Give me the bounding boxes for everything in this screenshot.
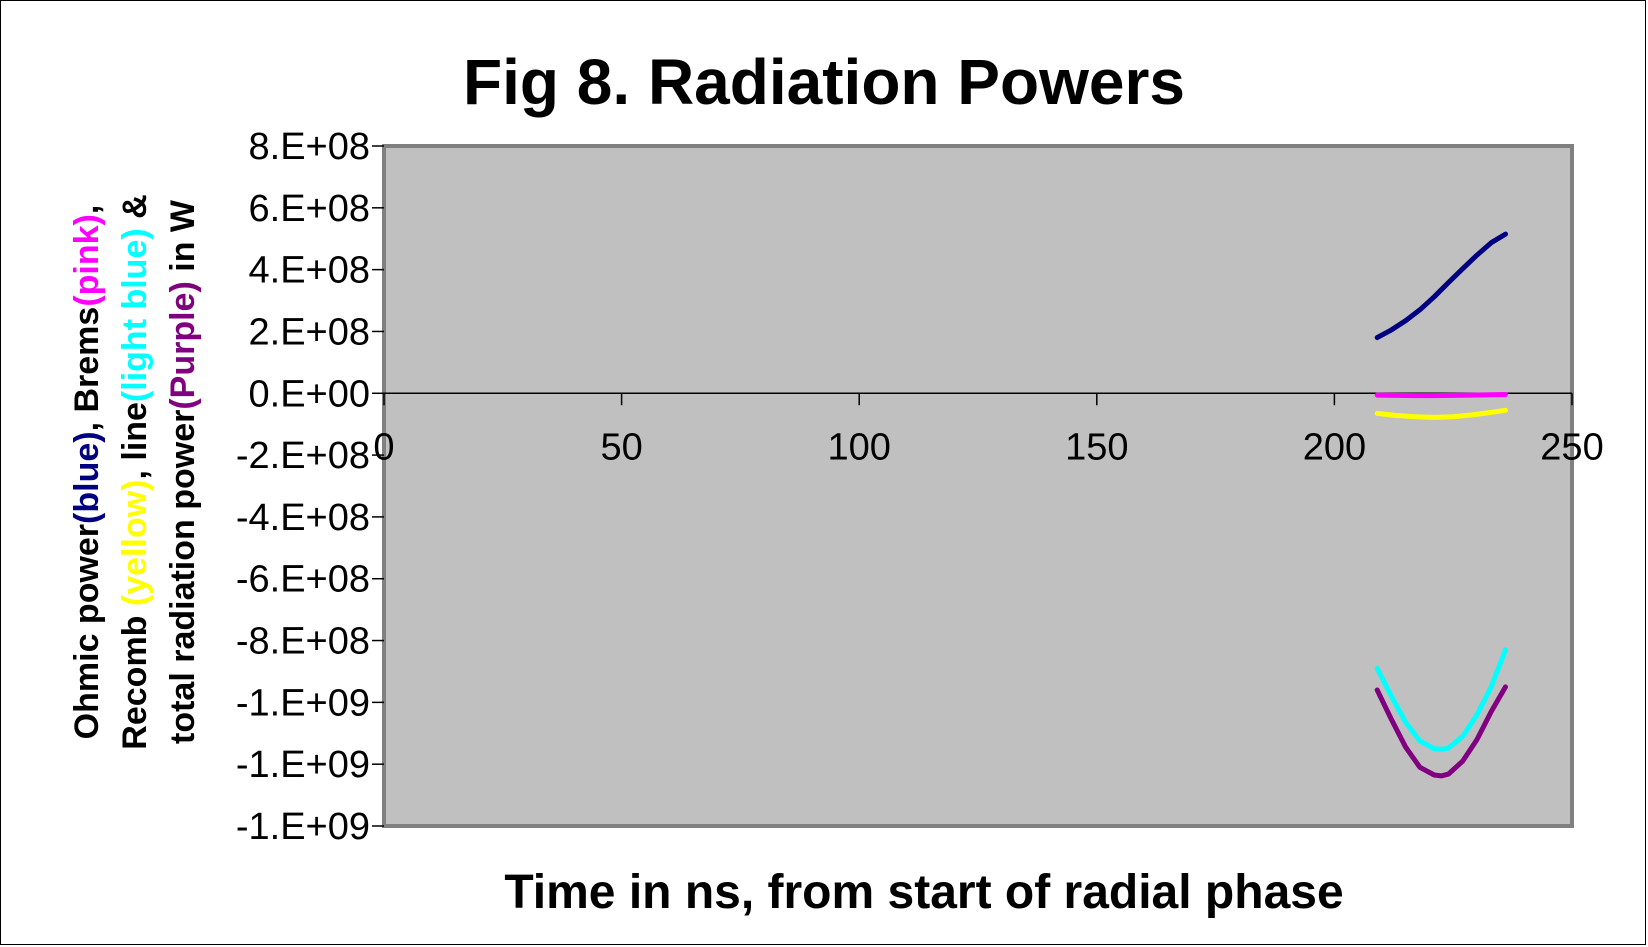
series-group [1374,231,1508,779]
y-tick-label: -2.E+08 [236,435,370,477]
series-line-3 [1374,647,1508,752]
y-axis-label-segment: (blue) [68,431,106,524]
x-tick-label: 150 [1065,426,1128,468]
x-axis-label: Time in ns, from start of radial phase [504,866,1343,919]
y-axis-label-segment: total radiation power [164,410,202,744]
y-tick-label: -4.E+08 [236,497,370,539]
y-tick-label: 4.E+08 [249,250,371,292]
x-tick-label: 0 [373,426,394,468]
y-axis-label-segment: (Purple) [164,281,202,409]
y-axis-label-segment: (pink) [68,214,106,307]
x-axis: 0 50 100 150 200 250 [373,393,1604,468]
y-axis-label-line: total radiation power(Purple) in W [164,199,202,744]
series-line-0 [1374,231,1508,341]
y-axis-label: Ohmic power(blue), Brems(pink), Recomb (y… [68,194,202,749]
y-axis-label-line: Ohmic power(blue), Brems(pink), [68,205,106,740]
y-axis-label-segment: , [68,205,106,214]
x-tick-label: 100 [827,426,890,468]
y-axis-label-segment: (light blue) [116,228,154,402]
y-axis-label-segment: , Brems [68,307,106,432]
y-axis-label-line: Recomb (yellow), line(light blue) & [116,194,154,749]
x-tick-label: 250 [1540,426,1603,468]
y-tick-label: 6.E+08 [249,188,371,230]
y-tick-label: 8.E+08 [249,126,371,168]
y-tick-label: -1.E+09 [236,806,370,848]
y-axis-label-segment: in W [164,199,202,281]
series-line-2 [1374,407,1508,420]
plot-area [382,144,1574,828]
y-tick-label: -1.E+09 [236,744,370,786]
y-axis-label-segment: Recomb [116,606,154,750]
series-line-4 [1374,684,1508,779]
chart-title: Fig 8. Radiation Powers [463,46,1185,118]
y-axis-label-segment: Ohmic power [68,524,106,739]
y-tick-label: 0.E+00 [249,373,371,415]
y-tick-label: -8.E+08 [236,621,370,663]
y-axis-label-segment: (yellow) [116,480,154,607]
y-tick-label: -1.E+09 [236,682,370,724]
y-axis-label-segment: , line [116,402,154,479]
y-tick-label: -6.E+08 [236,559,370,601]
x-tick-label: 50 [600,426,642,468]
x-tick-label: 200 [1303,426,1366,468]
y-axis: 8.E+08 6.E+08 4.E+08 2.E+08 0.E+00 -2.E+08 -4.… [236,126,384,848]
y-tick-label: 2.E+08 [249,311,371,353]
series-line-1 [1374,392,1508,399]
y-axis-label-segment: & [116,194,154,228]
